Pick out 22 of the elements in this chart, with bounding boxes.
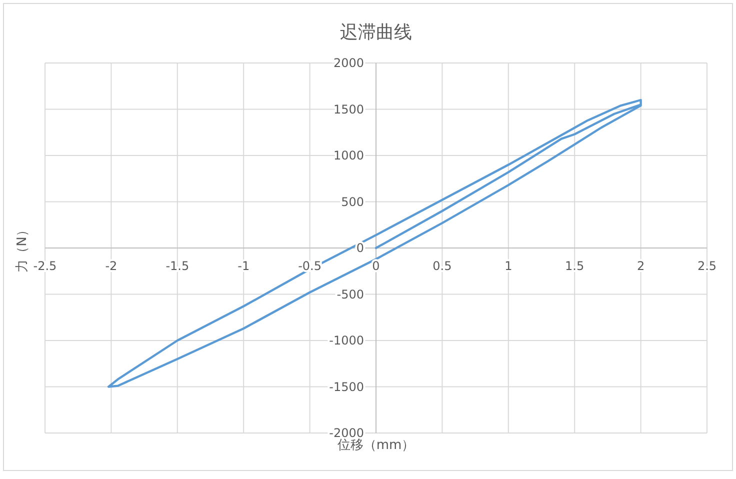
x-tick-label: 0.5 bbox=[432, 259, 452, 273]
x-tick-label: 1 bbox=[504, 259, 512, 273]
x-tick-label: 2 bbox=[636, 259, 645, 273]
x-axis-title: 位移（mm） bbox=[337, 438, 415, 453]
y-tick-label: 0 bbox=[356, 241, 364, 255]
y-tick-label: 2000 bbox=[333, 56, 364, 70]
y-tick-label: -1500 bbox=[329, 380, 364, 394]
y-tick-label: 500 bbox=[341, 194, 364, 209]
x-tick-label: -2 bbox=[105, 259, 118, 273]
x-tick-label: -2.5 bbox=[33, 259, 57, 273]
y-tick-label: -2000 bbox=[329, 426, 364, 440]
y-axis-title: 力（N） bbox=[15, 224, 30, 272]
x-tick-label: -1.5 bbox=[166, 259, 190, 273]
y-tick-label: 1000 bbox=[333, 148, 364, 162]
x-tick-label: -1 bbox=[238, 259, 250, 273]
y-tick-label: -500 bbox=[336, 287, 364, 302]
y-tick-label: -1000 bbox=[329, 334, 364, 348]
x-tick-label: 2.5 bbox=[697, 259, 717, 273]
x-tick-label: 0 bbox=[372, 259, 380, 273]
y-tick-label: 1500 bbox=[333, 102, 364, 116]
x-tick-label: 1.5 bbox=[565, 259, 584, 273]
chart-title: 迟滞曲线 bbox=[340, 22, 412, 43]
